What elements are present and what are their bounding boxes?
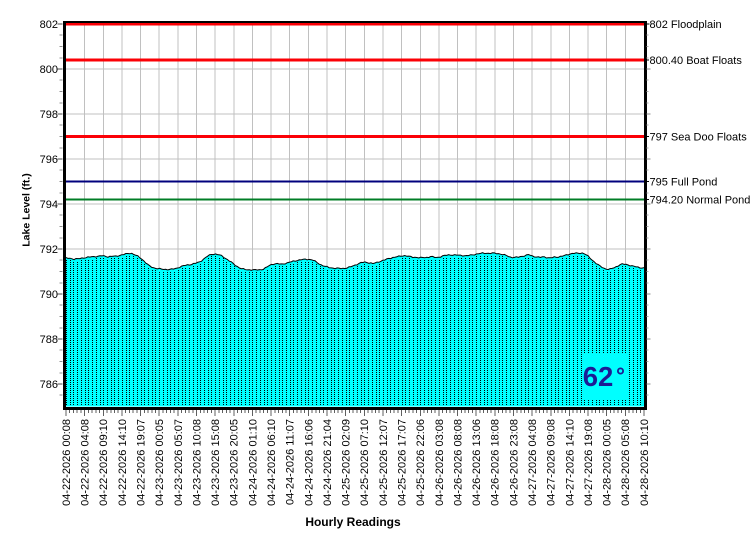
svg-text:802: 802 <box>40 19 58 31</box>
svg-text:04-25-2026 12:07: 04-25-2026 12:07 <box>378 419 390 506</box>
svg-text:04-27-2026 04:08: 04-27-2026 04:08 <box>527 419 539 506</box>
svg-text:04-27-2026 14:10: 04-27-2026 14:10 <box>564 419 576 506</box>
svg-text:04-25-2026 02:09: 04-25-2026 02:09 <box>341 419 353 506</box>
svg-text:798: 798 <box>40 109 58 121</box>
svg-text:04-23-2026 10:08: 04-23-2026 10:08 <box>191 419 203 506</box>
svg-text:788: 788 <box>40 334 58 346</box>
svg-text:797 Sea Doo Floats: 797 Sea Doo Floats <box>650 132 748 144</box>
svg-text:04-25-2026 22:06: 04-25-2026 22:06 <box>415 419 427 506</box>
svg-text:796: 796 <box>40 154 58 166</box>
svg-text:04-25-2026 07:10: 04-25-2026 07:10 <box>359 419 371 506</box>
svg-text:04-26-2026 03:08: 04-26-2026 03:08 <box>434 419 446 506</box>
svg-text:04-23-2026 05:07: 04-23-2026 05:07 <box>173 419 185 506</box>
svg-text:04-23-2026 00:05: 04-23-2026 00:05 <box>154 419 166 506</box>
svg-text:04-26-2026 18:08: 04-26-2026 18:08 <box>490 419 502 506</box>
svg-text:04-24-2026 16:06: 04-24-2026 16:06 <box>303 419 315 506</box>
svg-text:04-24-2026 21:04: 04-24-2026 21:04 <box>322 419 334 506</box>
svg-text:802 Floodplain: 802 Floodplain <box>650 19 722 31</box>
svg-text:04-26-2026 13:06: 04-26-2026 13:06 <box>471 419 483 506</box>
svg-text:Hourly Readings: Hourly Readings <box>305 515 401 529</box>
svg-text:800.40 Boat Floats: 800.40 Boat Floats <box>650 55 743 67</box>
svg-text:800: 800 <box>40 64 58 76</box>
svg-text:04-24-2026 06:10: 04-24-2026 06:10 <box>266 419 278 506</box>
svg-text:04-26-2026 23:08: 04-26-2026 23:08 <box>508 419 520 506</box>
svg-text:795 Full Pond: 795 Full Pond <box>650 177 718 189</box>
svg-text:04-27-2026 19:08: 04-27-2026 19:08 <box>583 419 595 506</box>
svg-text:794.20 Normal Pond: 794.20 Normal Pond <box>650 195 750 207</box>
svg-text:04-28-2026 05:08: 04-28-2026 05:08 <box>620 419 632 506</box>
svg-text:04-27-2026 09:08: 04-27-2026 09:08 <box>546 419 558 506</box>
svg-text:04-22-2026 09:10: 04-22-2026 09:10 <box>98 419 110 506</box>
svg-text:04-22-2026 14:10: 04-22-2026 14:10 <box>117 419 129 506</box>
svg-text:790: 790 <box>40 289 58 301</box>
svg-text:04-28-2026 10:10: 04-28-2026 10:10 <box>639 419 651 506</box>
svg-text:04-22-2026 00:08: 04-22-2026 00:08 <box>61 419 73 506</box>
svg-text:04-23-2026 15:08: 04-23-2026 15:08 <box>210 419 222 506</box>
svg-text:04-24-2026 01:10: 04-24-2026 01:10 <box>247 419 259 506</box>
svg-text:792: 792 <box>40 244 58 256</box>
svg-text:04-22-2026 19:07: 04-22-2026 19:07 <box>135 419 147 506</box>
svg-text:04-22-2026 04:08: 04-22-2026 04:08 <box>80 419 92 506</box>
svg-text:62: 62 <box>583 361 614 392</box>
svg-text:04-28-2026 00:05: 04-28-2026 00:05 <box>602 419 614 506</box>
svg-text:Lake Level (ft.): Lake Level (ft.) <box>21 173 33 247</box>
svg-text:786: 786 <box>40 379 58 391</box>
svg-text:794: 794 <box>40 199 58 211</box>
svg-text:04-25-2026 17:07: 04-25-2026 17:07 <box>397 419 409 506</box>
svg-text:04-23-2026 20:05: 04-23-2026 20:05 <box>229 419 241 506</box>
svg-text:04-24-2026 11:07: 04-24-2026 11:07 <box>285 419 297 505</box>
svg-text:04-26-2026 08:08: 04-26-2026 08:08 <box>452 419 464 506</box>
